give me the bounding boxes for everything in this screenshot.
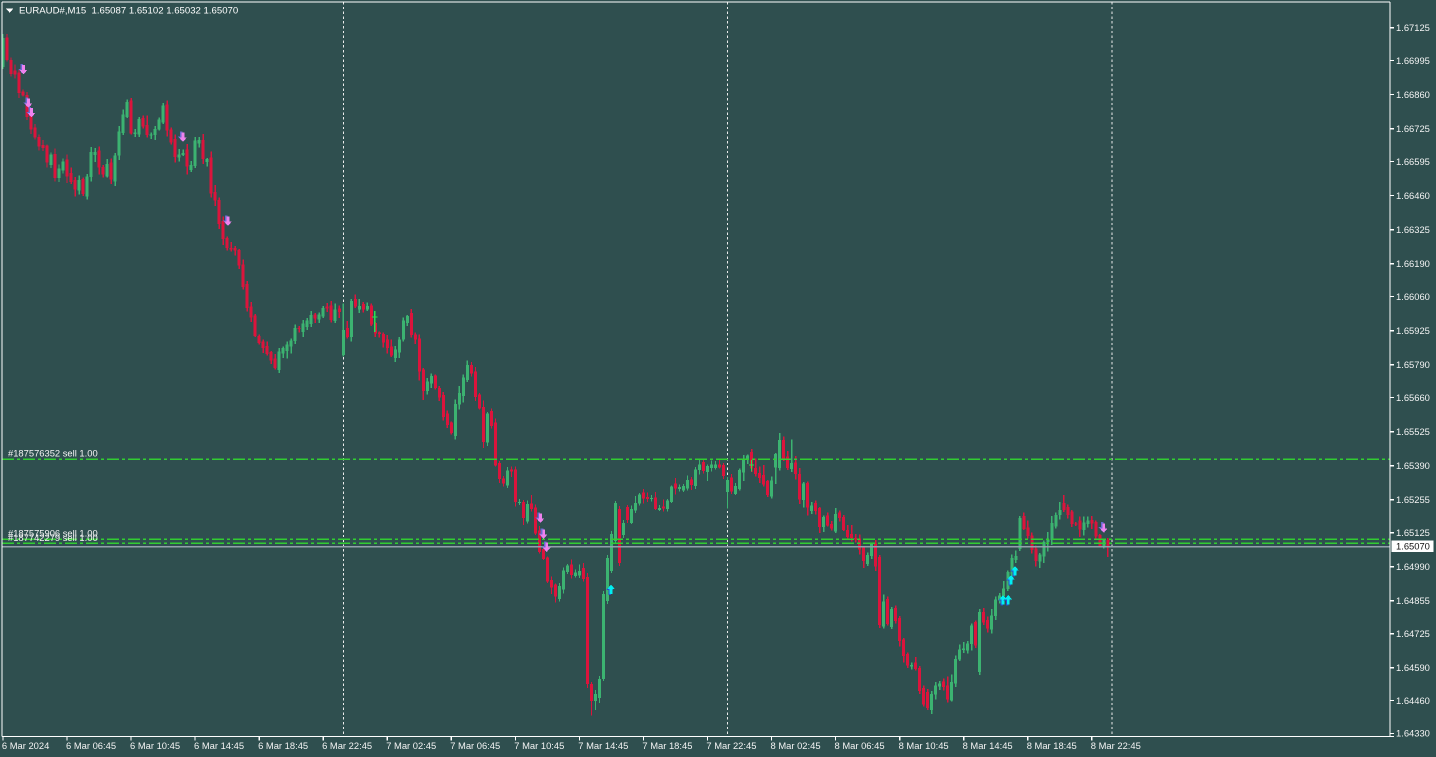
svg-text:1.66860: 1.66860	[1396, 89, 1430, 100]
svg-text:1.64590: 1.64590	[1396, 662, 1430, 673]
svg-text:7 Mar 18:45: 7 Mar 18:45	[642, 740, 692, 751]
svg-text:7 Mar 14:45: 7 Mar 14:45	[578, 740, 628, 751]
svg-text:#187742279 sell 1.00: #187742279 sell 1.00	[8, 532, 98, 543]
svg-text:8 Mar 10:45: 8 Mar 10:45	[899, 740, 949, 751]
svg-text:#187575906 sell 1.00: #187575906 sell 1.00	[8, 527, 98, 538]
svg-text:6 Mar 18:45: 6 Mar 18:45	[258, 740, 308, 751]
svg-text:1.66190: 1.66190	[1396, 258, 1430, 269]
svg-text:1.67125: 1.67125	[1396, 22, 1430, 33]
svg-text:1.66325: 1.66325	[1396, 224, 1430, 235]
svg-text:1.65925: 1.65925	[1396, 325, 1430, 336]
svg-text:7 Mar 06:45: 7 Mar 06:45	[450, 740, 500, 751]
svg-text:1.66460: 1.66460	[1396, 190, 1430, 201]
svg-text:6 Mar 14:45: 6 Mar 14:45	[194, 740, 244, 751]
svg-text:8 Mar 14:45: 8 Mar 14:45	[963, 740, 1013, 751]
svg-text:1.64330: 1.64330	[1396, 728, 1430, 739]
svg-text:7 Mar 02:45: 7 Mar 02:45	[386, 740, 436, 751]
svg-text:1.65525: 1.65525	[1396, 426, 1430, 437]
svg-text:#187576352 sell 1.00: #187576352 sell 1.00	[8, 448, 98, 459]
svg-text:7 Mar 10:45: 7 Mar 10:45	[514, 740, 564, 751]
svg-text:1.65070: 1.65070	[1396, 541, 1430, 552]
svg-text:1.65660: 1.65660	[1396, 392, 1430, 403]
svg-text:8 Mar 22:45: 8 Mar 22:45	[1091, 740, 1141, 751]
svg-text:1.64725: 1.64725	[1396, 628, 1430, 639]
svg-text:1.64990: 1.64990	[1396, 561, 1430, 572]
svg-text:1.65390: 1.65390	[1396, 460, 1430, 471]
svg-text:EURAUD#,M15 1.65087 1.65102 1: EURAUD#,M15 1.65087 1.65102 1.65032 1.65…	[19, 6, 238, 17]
svg-text:1.65125: 1.65125	[1396, 527, 1430, 538]
svg-text:1.66595: 1.66595	[1396, 156, 1430, 167]
svg-text:1.66060: 1.66060	[1396, 291, 1430, 302]
svg-text:6 Mar 2024: 6 Mar 2024	[2, 740, 49, 751]
svg-text:1.65790: 1.65790	[1396, 359, 1430, 370]
svg-text:1.66995: 1.66995	[1396, 55, 1430, 66]
svg-text:8 Mar 06:45: 8 Mar 06:45	[835, 740, 885, 751]
svg-text:8 Mar 18:45: 8 Mar 18:45	[1027, 740, 1077, 751]
svg-text:1.64855: 1.64855	[1396, 595, 1430, 606]
svg-text:1.65255: 1.65255	[1396, 494, 1430, 505]
svg-text:7 Mar 22:45: 7 Mar 22:45	[706, 740, 756, 751]
svg-text:8 Mar 02:45: 8 Mar 02:45	[771, 740, 821, 751]
svg-text:1.66725: 1.66725	[1396, 123, 1430, 134]
svg-text:6 Mar 10:45: 6 Mar 10:45	[130, 740, 180, 751]
svg-text:6 Mar 22:45: 6 Mar 22:45	[322, 740, 372, 751]
svg-text:6 Mar 06:45: 6 Mar 06:45	[66, 740, 116, 751]
svg-text:1.64460: 1.64460	[1396, 695, 1430, 706]
